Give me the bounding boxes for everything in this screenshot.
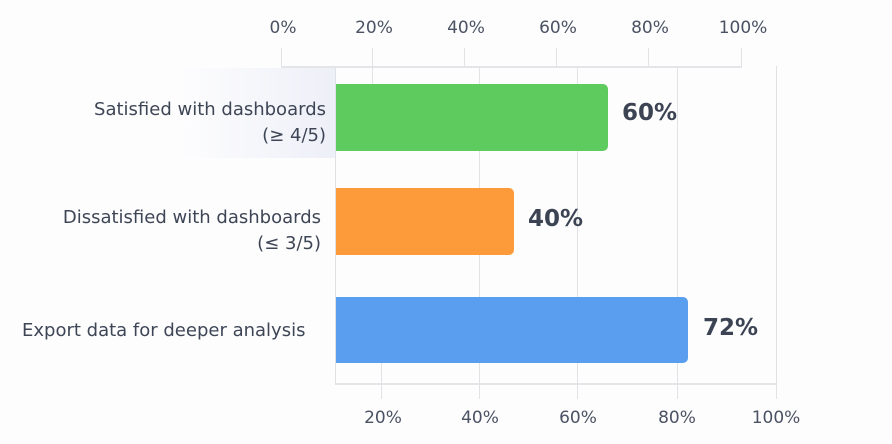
category-label-dissatisfied: Dissatisfied with dashboards (≤ 3/5) bbox=[63, 205, 321, 257]
top-axis-tick: 0% bbox=[269, 18, 297, 38]
plot-bottom-border bbox=[335, 383, 777, 385]
bottom-axis-tick: 20% bbox=[364, 408, 402, 428]
bottom-axis-tick: 80% bbox=[658, 408, 696, 428]
category-label-line: (≤ 3/5) bbox=[257, 233, 321, 254]
category-label-line: (≥ 4/5) bbox=[262, 125, 326, 146]
plot-right-border bbox=[776, 66, 777, 384]
top-gridline bbox=[464, 48, 465, 67]
gridline bbox=[776, 383, 777, 399]
label-shade bbox=[180, 68, 336, 158]
bottom-axis-tick: 100% bbox=[751, 408, 801, 428]
top-axis-tick: 100% bbox=[718, 18, 768, 38]
bottom-axis-tick: 40% bbox=[461, 408, 499, 428]
gridline bbox=[372, 67, 373, 87]
category-label-line: Dissatisfied with dashboards bbox=[62, 207, 321, 228]
top-axis-tick: 80% bbox=[631, 18, 669, 38]
gridline bbox=[577, 67, 578, 399]
bar-satisfied[interactable] bbox=[336, 84, 608, 151]
gridline bbox=[381, 363, 382, 399]
category-label-line: Satisfied with dashboards bbox=[94, 99, 326, 120]
top-axis-tick-mark bbox=[281, 48, 282, 67]
bottom-axis-tick: 60% bbox=[559, 408, 597, 428]
value-label-dissatisfied: 40% bbox=[528, 206, 584, 232]
top-axis-tick: 60% bbox=[539, 18, 577, 38]
category-label-export: Export data for deeper analysis bbox=[22, 318, 305, 344]
category-label-satisfied: Satisfied with dashboards (≥ 4/5) bbox=[94, 97, 326, 149]
top-gridline bbox=[556, 48, 557, 67]
bar-dissatisfied[interactable] bbox=[336, 188, 514, 255]
top-gridline bbox=[741, 48, 742, 67]
category-label-line: Export data for deeper analysis bbox=[22, 320, 306, 341]
top-gridline bbox=[372, 48, 373, 67]
plot-left-border bbox=[335, 68, 336, 384]
bar-export[interactable] bbox=[336, 297, 688, 363]
value-label-satisfied: 60% bbox=[622, 100, 678, 126]
top-axis-tick: 20% bbox=[355, 18, 393, 38]
top-gridline bbox=[648, 48, 649, 67]
top-axis-line bbox=[281, 66, 742, 68]
gridline bbox=[677, 67, 678, 399]
value-label-export: 72% bbox=[703, 315, 759, 341]
top-axis-tick: 40% bbox=[447, 18, 485, 38]
